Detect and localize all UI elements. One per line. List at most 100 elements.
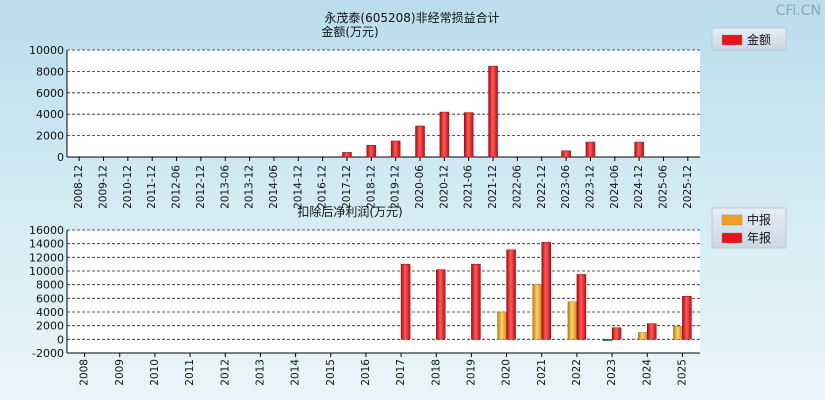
chart-1-xtick-label: 2012-12: [195, 165, 207, 209]
chart-1-xtick-label: 2018-12: [365, 165, 377, 209]
chart-1-xtick-label: 2016-12: [317, 165, 329, 209]
chart-1-xtick-label: 2008-12: [73, 165, 85, 209]
chart-1-xtick-label: 2014-12: [292, 165, 304, 209]
chart-1-xtick-label: 2010-12: [122, 165, 134, 209]
chart-1-ytick-label: 8000: [36, 65, 64, 78]
chart-1-xtick-label: 2022-06: [511, 165, 523, 209]
chart-2-ytick-label: 0: [57, 333, 64, 346]
chart-2-xtick-label: 2024: [641, 359, 653, 386]
chart-2-ytick-label: 2000: [36, 320, 64, 333]
chart-1-bar-1: [561, 150, 571, 158]
chart-1-bar-1: [634, 141, 644, 158]
chart-2-xtick-label: 2020: [501, 359, 513, 386]
chart-2-bar-2: [471, 263, 481, 340]
chart-1-ytick-label: 0: [57, 151, 64, 164]
chart-2-ytick-label: 16000: [29, 224, 64, 237]
chart-2-bar-2: [541, 242, 551, 340]
chart-2-bar-2: [682, 296, 692, 340]
chart-1-bar-1: [463, 112, 474, 158]
chart-2-bar-2: [611, 327, 622, 340]
chart-2-bar-1: [497, 311, 507, 340]
chart-1-ytick-label: 10000: [29, 44, 64, 57]
chart-2-legend-box: [711, 207, 787, 249]
chart-1-legend-swatch-1: [721, 34, 743, 46]
chart-2-xtick-label: 2011: [184, 359, 196, 386]
chart-1-xtick-label: 2020-06: [414, 165, 426, 209]
chart-1-ytick-label: 4000: [36, 108, 64, 121]
chart-2-ytick-label: 6000: [36, 292, 64, 305]
chart-2-bar-1: [638, 332, 648, 340]
chart-1-xtick-label: 2024-12: [633, 165, 645, 209]
chart-1-xtick-label: 2009-12: [98, 165, 110, 209]
chart-1-xtick-label: 2021-06: [463, 165, 475, 209]
chart-2-title: 扣除后净利润(万元): [297, 204, 402, 219]
chart-2-xtick-label: 2019: [465, 359, 477, 386]
chart-2-xtick-label: 2022: [571, 359, 583, 386]
chart-1-title: 永茂泰(605208)非经常损益合计: [324, 10, 499, 25]
chart-1-bar-1: [415, 125, 425, 158]
chart-1-xtick-label: 2014-06: [268, 165, 280, 209]
chart-2-xtick-label: 2012: [219, 359, 231, 386]
chart-2-bar-2: [400, 263, 411, 340]
chart-2-ytick-label: -2000: [32, 347, 64, 360]
chart-2-legend-swatch-2: [721, 232, 743, 244]
chart-2-bar-2: [436, 269, 446, 340]
chart-2-bar-1: [673, 326, 683, 340]
chart-2-bar-1: [567, 301, 578, 340]
chart-1-xtick-label: 2020-12: [438, 165, 450, 209]
chart-1-bar-1: [488, 65, 498, 158]
chart-2-legend-swatch-1: [721, 214, 743, 226]
chart-1-xtick-label: 2022-12: [536, 165, 548, 209]
chart-1-xtick-label: 2023-06: [560, 165, 572, 209]
chart-1-xtick-label: 2025-12: [682, 165, 694, 209]
chart-2-bar-2: [506, 249, 516, 340]
chart-1-bar-1: [585, 141, 596, 158]
chart-2-ytick-label: 14000: [29, 238, 64, 251]
chart-2-legend-label-2: 年报: [747, 230, 771, 245]
chart-2-xtick-label: 2014: [290, 359, 302, 386]
watermark: CFi.CN: [776, 3, 821, 19]
chart-2-ytick-label: 4000: [36, 306, 64, 319]
chart-2-xtick-label: 2025: [676, 359, 688, 386]
chart-1-ytick-label: 2000: [36, 130, 64, 143]
chart-2-legend-label-1: 中报: [747, 212, 771, 227]
chart-1-legend-label-1: 金额: [747, 32, 771, 47]
chart-2-xtick-label: 2013: [254, 359, 266, 386]
chart-2-xtick-label: 2016: [360, 359, 372, 386]
chart-1-xtick-label: 2019-12: [390, 165, 402, 209]
chart-2-bar-1: [602, 339, 613, 342]
chart-2-bar-2: [576, 274, 587, 340]
chart-1-xtick-label: 2013-06: [219, 165, 231, 209]
chart-2-ytick-label: 10000: [29, 265, 64, 278]
chart-2-xtick-label: 2023: [606, 359, 618, 386]
chart-1-ylabel: 金额(万元): [321, 24, 378, 39]
chart-1-xtick-label: 2023-12: [584, 165, 596, 209]
chart-2-xtick-label: 2021: [536, 359, 548, 386]
chart-2-xtick-label: 2017: [395, 359, 407, 386]
chart-1-plot-area: [67, 50, 700, 157]
chart-1-xtick-label: 2012-06: [171, 165, 183, 209]
chart-1-bar-1: [390, 140, 401, 158]
chart-1-xtick-label: 2011-12: [146, 165, 158, 209]
chart-2-xtick-label: 2018: [430, 359, 442, 386]
chart-1-bar-1: [366, 144, 377, 158]
chart-1-xtick-label: 2017-12: [341, 165, 353, 209]
chart-2-xtick-label: 2008: [79, 359, 91, 386]
chart-1-bar-1: [342, 152, 352, 158]
chart-2-xtick-label: 2009: [114, 359, 126, 386]
chart-2-bar-2: [647, 323, 657, 340]
chart-2-ytick-label: 12000: [29, 251, 64, 264]
chart-1-xtick-label: 2025-06: [657, 165, 669, 209]
chart-2-xtick-label: 2010: [149, 359, 161, 386]
chart-1-bar-1: [439, 111, 450, 158]
chart-1-xtick-label: 2013-12: [244, 165, 256, 209]
chart-2-bar-1: [532, 284, 542, 340]
chart-1-xtick-label: 2024-06: [609, 165, 621, 209]
chart-1-ytick-label: 6000: [36, 87, 64, 100]
chart-1-xtick-label: 2021-12: [487, 165, 499, 209]
chart-2-plot-area: [67, 230, 700, 353]
chart-2-ytick-label: 8000: [36, 279, 64, 292]
chart-2-xtick-label: 2015: [325, 359, 337, 386]
